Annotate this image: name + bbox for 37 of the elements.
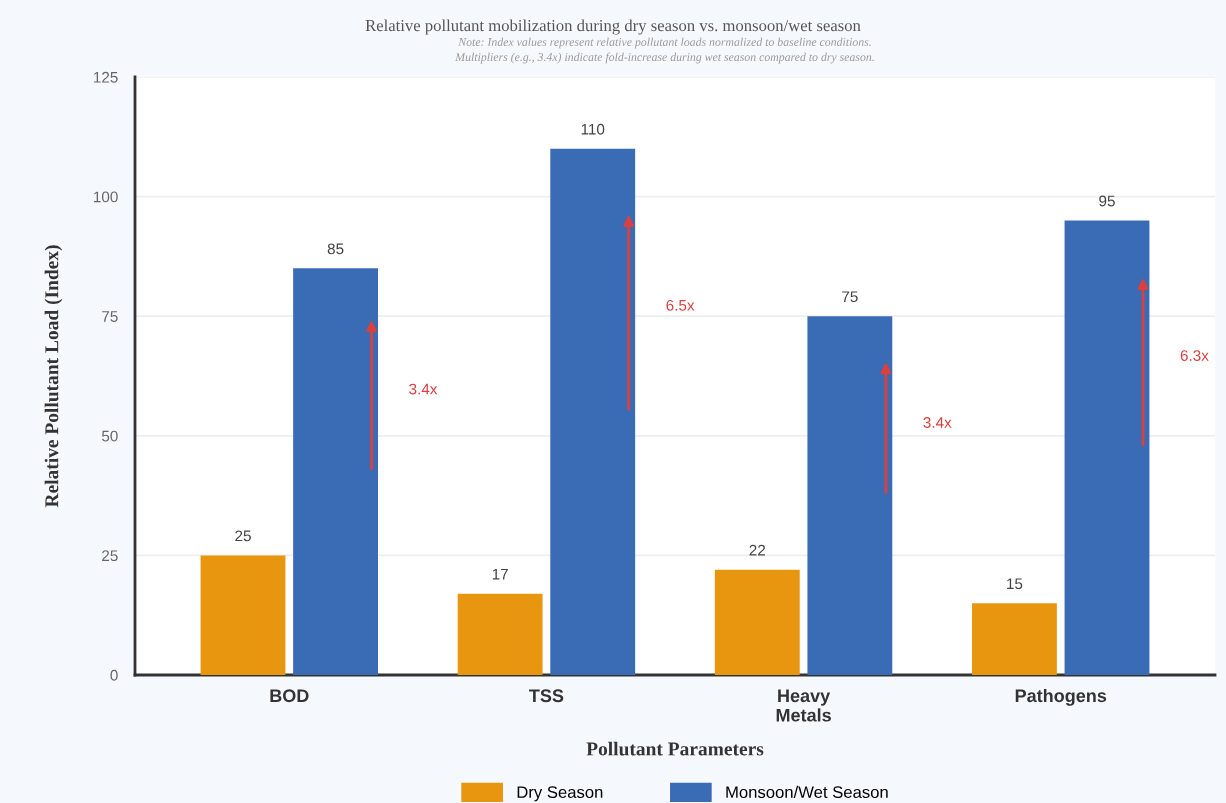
text: Multipliers (e.g., 3.4x) indicate fold-increase during wet season compared to dry season. bbox=[455, 52, 874, 64]
y-axis-title: Relative Pollutant Load (Index) bbox=[44, 245, 63, 508]
annotation: 3.4x bbox=[409, 383, 438, 395]
bar bbox=[714, 569, 800, 675]
y-tick-label: 50 bbox=[101, 430, 118, 442]
bar bbox=[293, 268, 378, 675]
data-label: 95 bbox=[1099, 195, 1115, 207]
bar bbox=[1064, 220, 1150, 675]
annotation: 3.4x bbox=[923, 417, 952, 428]
annotation: 6.3x bbox=[1180, 350, 1209, 361]
legend-label: Dry Season bbox=[517, 786, 603, 802]
data-label: 85 bbox=[327, 243, 344, 255]
data-label: 25 bbox=[235, 530, 251, 542]
y-tick-label: 125 bbox=[94, 71, 118, 83]
x-axis-title: Pollutant Parameters bbox=[586, 741, 764, 756]
y-tick-label: 0 bbox=[110, 669, 118, 681]
annotation: 6.5x bbox=[666, 299, 695, 311]
text: Note: Index values represent relative pollutant loads normalized to baseline conditions. bbox=[458, 37, 871, 49]
y-tick-label: 25 bbox=[102, 550, 118, 562]
bar bbox=[200, 555, 286, 675]
y-tick-label: 75 bbox=[102, 311, 118, 322]
x-tick-label: TSS bbox=[529, 689, 564, 703]
data-label: 75 bbox=[842, 291, 858, 303]
data-label: 22 bbox=[749, 544, 766, 556]
data-label: 15 bbox=[1007, 578, 1023, 590]
x-tick-label: Heavy Metals bbox=[776, 689, 831, 722]
x-tick-label: Pathogens bbox=[1015, 688, 1107, 706]
y-tick-label: 100 bbox=[94, 191, 118, 203]
data-label: 110 bbox=[581, 123, 605, 135]
bar bbox=[807, 316, 893, 675]
bar bbox=[972, 603, 1057, 675]
x-tick-label: BOD bbox=[270, 689, 309, 703]
bar bbox=[457, 593, 543, 675]
chart-subtitle: Relative pollutant mobilization during dry season vs. monsoon/wet season bbox=[365, 19, 861, 35]
legend-label: Monsoon/Wet Season bbox=[726, 785, 888, 799]
bar bbox=[550, 148, 636, 675]
data-label: 17 bbox=[492, 568, 508, 580]
